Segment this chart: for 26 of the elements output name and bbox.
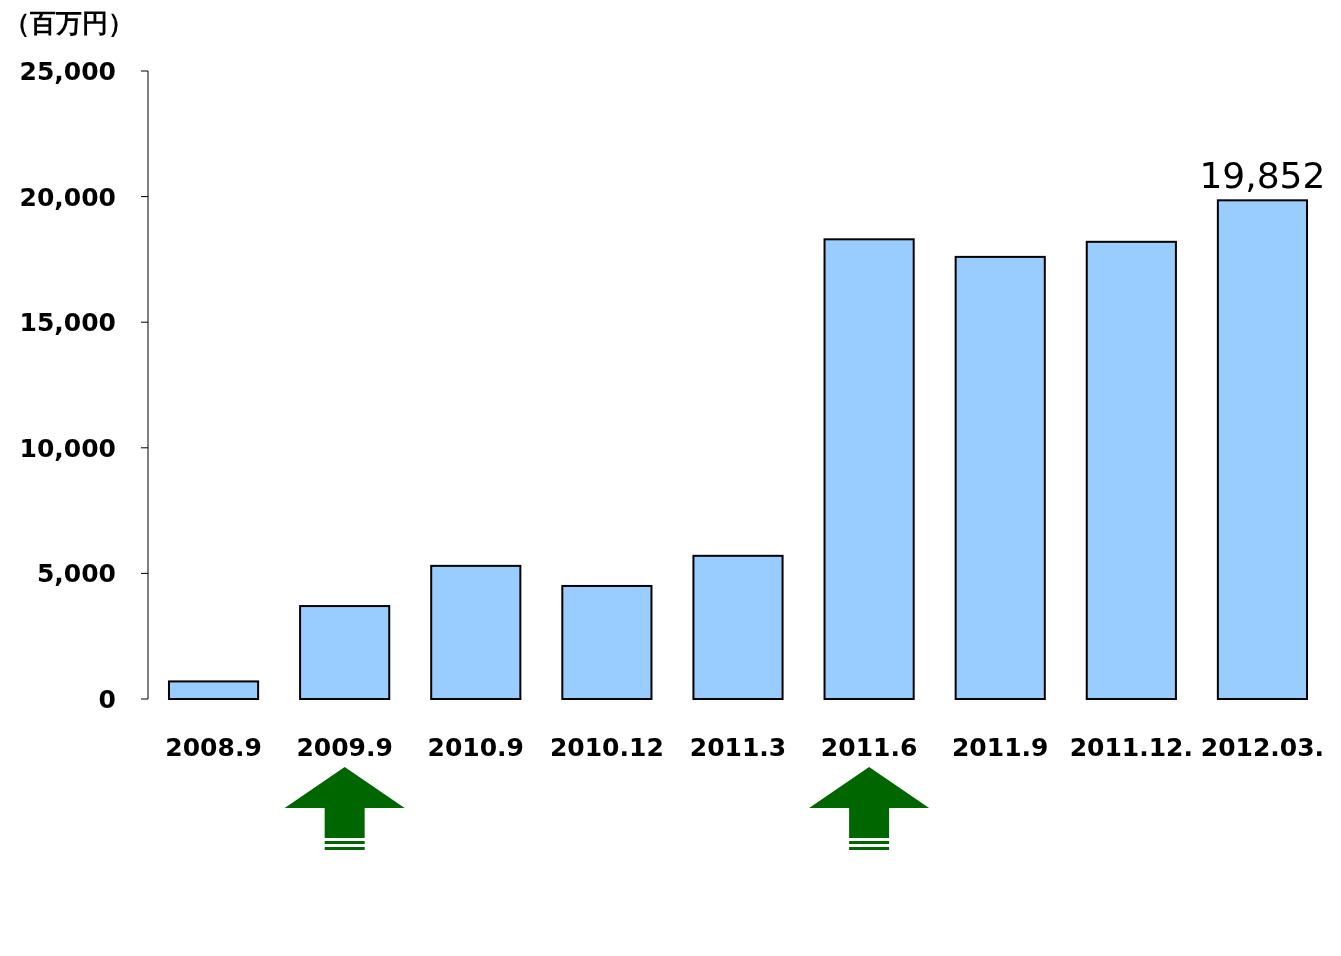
bar — [167, 680, 260, 700]
x-tick-label: 2009.9 — [296, 733, 393, 762]
y-tick-label: 0 — [98, 685, 116, 714]
bar — [561, 584, 653, 700]
bar — [430, 564, 522, 700]
x-tick-label: 2011.6 — [820, 733, 918, 762]
y-tick-label: 25,000 — [19, 57, 116, 86]
data-label: 19,852 — [1199, 155, 1326, 197]
y-tick-label: 20,000 — [19, 182, 116, 212]
x-tick-label: 2008.9 — [165, 733, 262, 762]
y-tick-label: 10,000 — [19, 433, 116, 463]
bar — [299, 605, 391, 700]
bar — [692, 554, 784, 700]
x-tick-label: 2011.9 — [951, 733, 1049, 762]
bar — [1216, 199, 1309, 700]
x-tick-label: 2011.12. — [1069, 733, 1194, 762]
bar — [823, 238, 915, 700]
x-tick-label: 2011.3 — [689, 733, 787, 762]
x-tick-label: 2010.12 — [549, 733, 664, 762]
bar — [954, 255, 1046, 700]
y-tick-label: 15,000 — [19, 308, 116, 338]
y-tick-label: 5,000 — [36, 559, 116, 589]
x-tick-label: 2012.03. — [1200, 733, 1325, 762]
x-tick-label: 2010.9 — [427, 733, 525, 762]
y-axis-title: （百万円） — [4, 8, 134, 38]
bar — [1085, 240, 1177, 700]
